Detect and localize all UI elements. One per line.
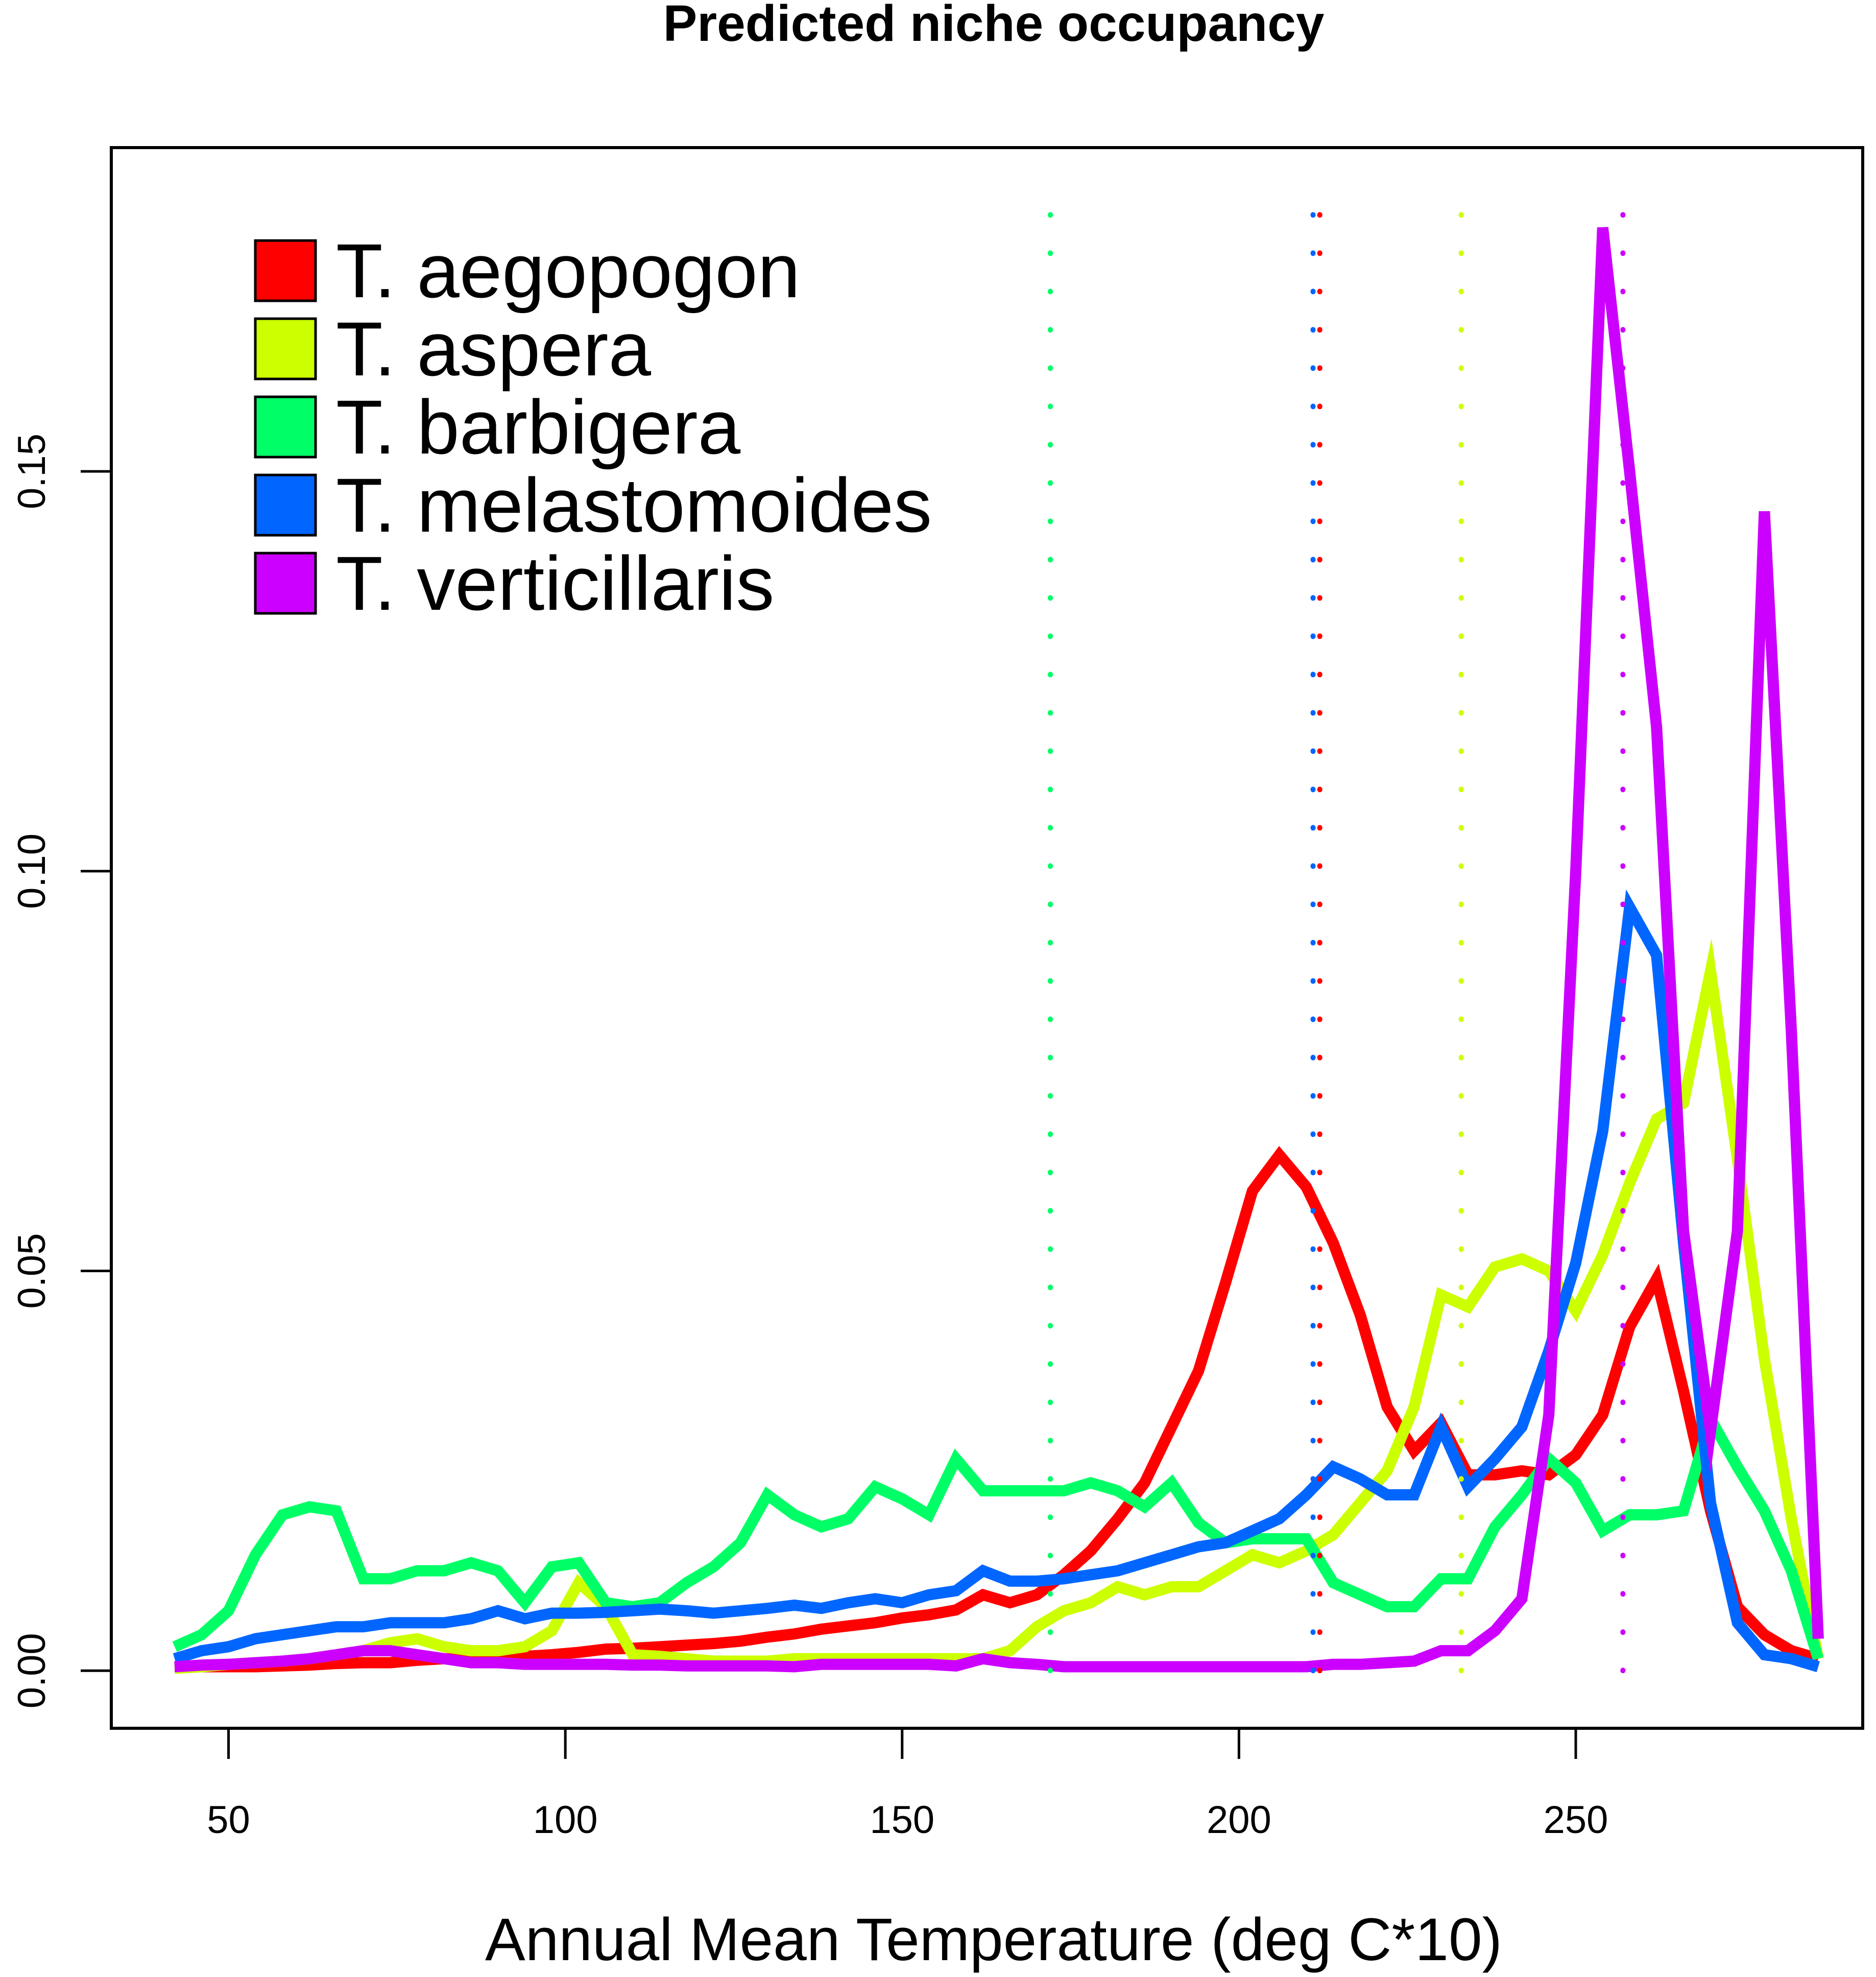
y-tick-label-3: 0.15 bbox=[10, 434, 54, 509]
x-axis-label: Annual Mean Temperature (deg C*10) bbox=[485, 1906, 1502, 1973]
legend-label-t-barbigera: T. barbigera bbox=[336, 384, 741, 470]
series-line-t-verticillaris bbox=[174, 227, 1824, 1673]
legend-label-t-verticillaris: T. verticillaris bbox=[336, 540, 774, 626]
axes: 50 100 150 200 250 0.00 0.05 0.10 0.15 bbox=[10, 434, 1608, 1842]
y-tick-label-0: 0.00 bbox=[10, 1633, 54, 1708]
series-line-t-aspera bbox=[174, 938, 1824, 1674]
x-tick-label-100: 100 bbox=[533, 1798, 598, 1842]
series-line-t-melastomoides bbox=[173, 889, 1820, 1673]
x-tick-label-50: 50 bbox=[207, 1798, 250, 1842]
legend-swatch-t-aegopogon bbox=[254, 239, 317, 302]
legend-label-t-aspera: T. aspera bbox=[336, 306, 652, 392]
x-tick-label-200: 200 bbox=[1207, 1798, 1271, 1842]
y-tick-label-1: 0.05 bbox=[10, 1233, 54, 1309]
plot-frame bbox=[110, 146, 1864, 1730]
chart-title: Predicted niche occupancy bbox=[663, 0, 1325, 52]
legend-swatch-t-verticillaris bbox=[254, 552, 317, 615]
x-tick-label-150: 150 bbox=[870, 1798, 934, 1842]
legend-swatch-t-aspera bbox=[254, 317, 317, 380]
legend-label-t-aegopogon: T. aegopogon bbox=[336, 228, 800, 314]
legend-swatch-t-melastomoides bbox=[254, 473, 317, 537]
legend-swatch-t-barbigera bbox=[254, 395, 317, 459]
plot-area bbox=[172, 227, 1824, 1674]
legend-label-t-melastomoides: T. melastomoides bbox=[336, 462, 932, 548]
x-tick-label-250: 250 bbox=[1544, 1798, 1608, 1842]
y-tick-label-2: 0.10 bbox=[10, 833, 54, 909]
